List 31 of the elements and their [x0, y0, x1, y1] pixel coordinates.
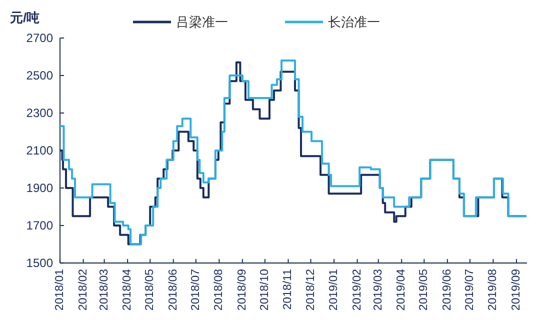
y-tick-label: 1700 [26, 218, 54, 232]
y-tick-label: 2100 [26, 144, 54, 158]
x-tick-label: 2018/12 [304, 269, 317, 311]
x-tick-label: 2019/06 [441, 269, 454, 311]
y-tick-label: 1900 [26, 181, 54, 195]
x-tick-label: 2018/10 [258, 269, 271, 311]
x-tick-label: 2018/05 [144, 269, 156, 311]
legend-label: 长治准一 [328, 14, 380, 30]
x-tick-label: 2019/03 [372, 269, 384, 311]
x-tick-label: 2018/01 [54, 269, 66, 311]
y-tick-label: 2700 [26, 31, 54, 45]
y-tick-label: 2300 [26, 106, 54, 120]
x-tick-label: 2018/04 [122, 268, 134, 311]
x-tick-label: 2019/02 [351, 269, 364, 311]
x-tick-label: 2018/08 [213, 269, 226, 311]
x-tick-label: 2018/06 [167, 269, 180, 311]
y-tick-label: 2500 [26, 68, 54, 82]
y-tick-label: 1500 [26, 256, 54, 270]
x-tick-label: 2019/05 [418, 269, 430, 311]
x-tick-label: 2018/11 [282, 269, 294, 310]
legend-label: 吕梁准一 [176, 14, 228, 30]
x-tick-label: 2018/07 [190, 269, 202, 311]
y-axis-title: 元/吨 [9, 10, 40, 25]
x-tick-label: 2018/02 [77, 269, 90, 311]
x-tick-label: 2019/09 [510, 269, 522, 311]
x-tick-label: 2019/01 [328, 269, 340, 311]
x-tick-label: 2019/08 [487, 269, 500, 311]
x-tick-label: 2018/03 [98, 269, 110, 311]
x-tick-label: 2018/09 [236, 269, 248, 311]
x-tick-label: 2019/04 [396, 268, 408, 311]
x-tick-label: 2019/07 [464, 269, 476, 311]
